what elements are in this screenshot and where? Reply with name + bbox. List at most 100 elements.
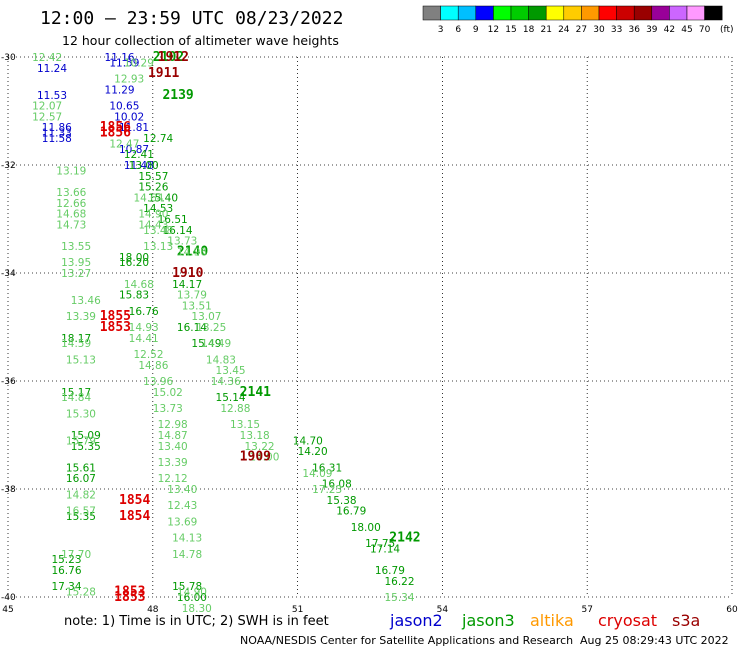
wave-height-label: 11.81 [119,122,149,134]
wave-height-label: 12.07 [32,101,62,113]
pass-time-label: 1909 [240,450,271,465]
legend-jason3: jason3 [461,611,515,630]
color-swatch [633,5,653,21]
wave-height-label: 17.23 [312,484,342,496]
wave-height-label: 14.82 [66,489,96,501]
chart-title: 12:00 – 23:59 UTC 08/23/2022 [40,8,343,29]
wave-height-label: 15.79 [66,435,96,447]
color-swatch [475,5,494,21]
color-swatch [581,5,600,21]
y-tick-label: -32 [1,161,16,171]
color-swatch [528,5,547,21]
wave-height-label: 15.28 [66,587,96,599]
pass-time-label: 1853 [114,585,145,600]
wave-height-label: 10.02 [114,111,144,123]
wave-height-label: 15.34 [384,592,414,604]
wave-height-label: 14.17 [172,279,202,291]
wave-height-label: 13.25 [196,322,226,334]
wave-height-label: 15.83 [119,290,149,302]
wave-height-label: 14.64 [133,192,163,204]
wave-height-label: 16.00 [177,592,207,604]
color-scale-bar: 3 6 9 12 15 18 21 24 27 30 33 36 39 42 45 70 (ft) [422,5,734,35]
wave-height-label: 14.70 [293,435,323,447]
plot-grid [7,56,733,598]
wave-height-label: 13.69 [167,516,197,528]
wave-height-label: 16.20 [119,257,149,269]
wave-height-label: 14.13 [172,533,202,545]
pass-time-label: 2142 [389,531,420,546]
wave-height-label: 13.18 [240,430,270,442]
wave-height-label: 15.40 [148,192,178,204]
wave-height-label: 13.79 [177,290,207,302]
wave-height-label: 15.35 [66,511,96,523]
color-swatch [616,5,635,21]
wave-height-label: 13.95 [61,257,91,269]
wave-height-label: 14.09 [302,468,332,480]
legend-altika: altika [530,611,574,630]
wave-height-label: 15.09 [71,430,101,442]
wave-height-label: 13.15 [230,419,260,431]
color-scale-label: 21 [540,25,551,35]
wave-height-label: 15.23 [51,554,81,566]
wave-height-label: 13.07 [191,311,221,323]
wave-height-label: 15.49 [191,338,221,350]
wave-height-label: 15.17 [61,387,91,399]
wave-height-label: 11.29 [105,84,135,96]
wave-height-label: 12.41 [124,149,154,161]
wave-height-label: 13.22 [245,441,275,453]
legend-s3a: s3a [672,611,700,630]
wave-height-label: 13.19 [56,165,86,177]
pass-time-label: 1856 [100,120,131,135]
wave-height-label: 14.68 [124,279,154,291]
wave-height-label: 13.48 [143,225,173,237]
wave-height-label: 13.51 [182,300,212,312]
wave-height-label: 13.66 [56,187,86,199]
wave-height-label: 16.31 [312,462,342,474]
wave-height-label: 14.90 [177,587,207,599]
wave-height-label: 12.66 [56,198,86,210]
color-scale-label: 42 [664,25,675,35]
wave-height-label: 16.08 [322,479,352,491]
wave-height-label: 15.14 [216,392,246,404]
wave-height-label: 17.70 [61,549,91,561]
legend-cryosat: cryosat [598,611,657,630]
wave-height-label: 14.36 [211,376,241,388]
wave-height-label: 15.78 [172,581,202,593]
wave-height-label: 16.22 [384,576,414,588]
pass-time-label: 1910 [172,266,203,281]
wave-height-label: 12.74 [143,133,173,145]
wave-height-label: 13.27 [61,268,91,280]
color-scale-label: 27 [576,25,587,35]
wave-height-label: 18.00 [119,252,149,264]
x-tick-label: 54 [437,605,449,615]
wave-height-label: 18.00 [351,522,381,534]
wave-height-label: 11.59 [109,57,139,69]
wave-height-label: 14.84 [61,392,91,404]
wave-height-label: 16.76 [51,565,81,577]
wave-height-label: 11.24 [37,63,67,75]
color-scale-label: 6 [455,25,461,35]
wave-height-label: 16.07 [66,473,96,485]
satellite-legend: jason2 jason3 altika cryosat s3a [389,611,700,630]
y-tick-label: -30 [1,53,16,63]
wave-height-label: 14.41 [129,333,159,345]
color-scale-label: 12 [488,25,499,35]
color-swatch [457,5,477,21]
wave-height-label: 14.86 [138,360,168,372]
wave-height-label: 13.40 [167,484,197,496]
wave-height-label: 14.59 [61,338,91,350]
y-tick-label: -38 [1,485,16,495]
color-swatch [493,5,512,21]
wave-height-label: 15.35 [71,441,101,453]
wave-height-label: 14.87 [158,430,188,442]
wave-height-label: 15.02 [153,387,183,399]
color-swatch [598,5,617,21]
pass-time-label: 2141 [240,385,271,400]
wave-height-label: 10.29 [124,57,154,69]
wave-height-label: 11.33 [42,128,72,140]
wave-height-label: 13.46 [71,295,101,307]
wave-height-label: 14.49 [201,338,231,350]
pass-time-label: 1853 [100,320,131,335]
wave-height-label: 14.20 [298,446,328,458]
